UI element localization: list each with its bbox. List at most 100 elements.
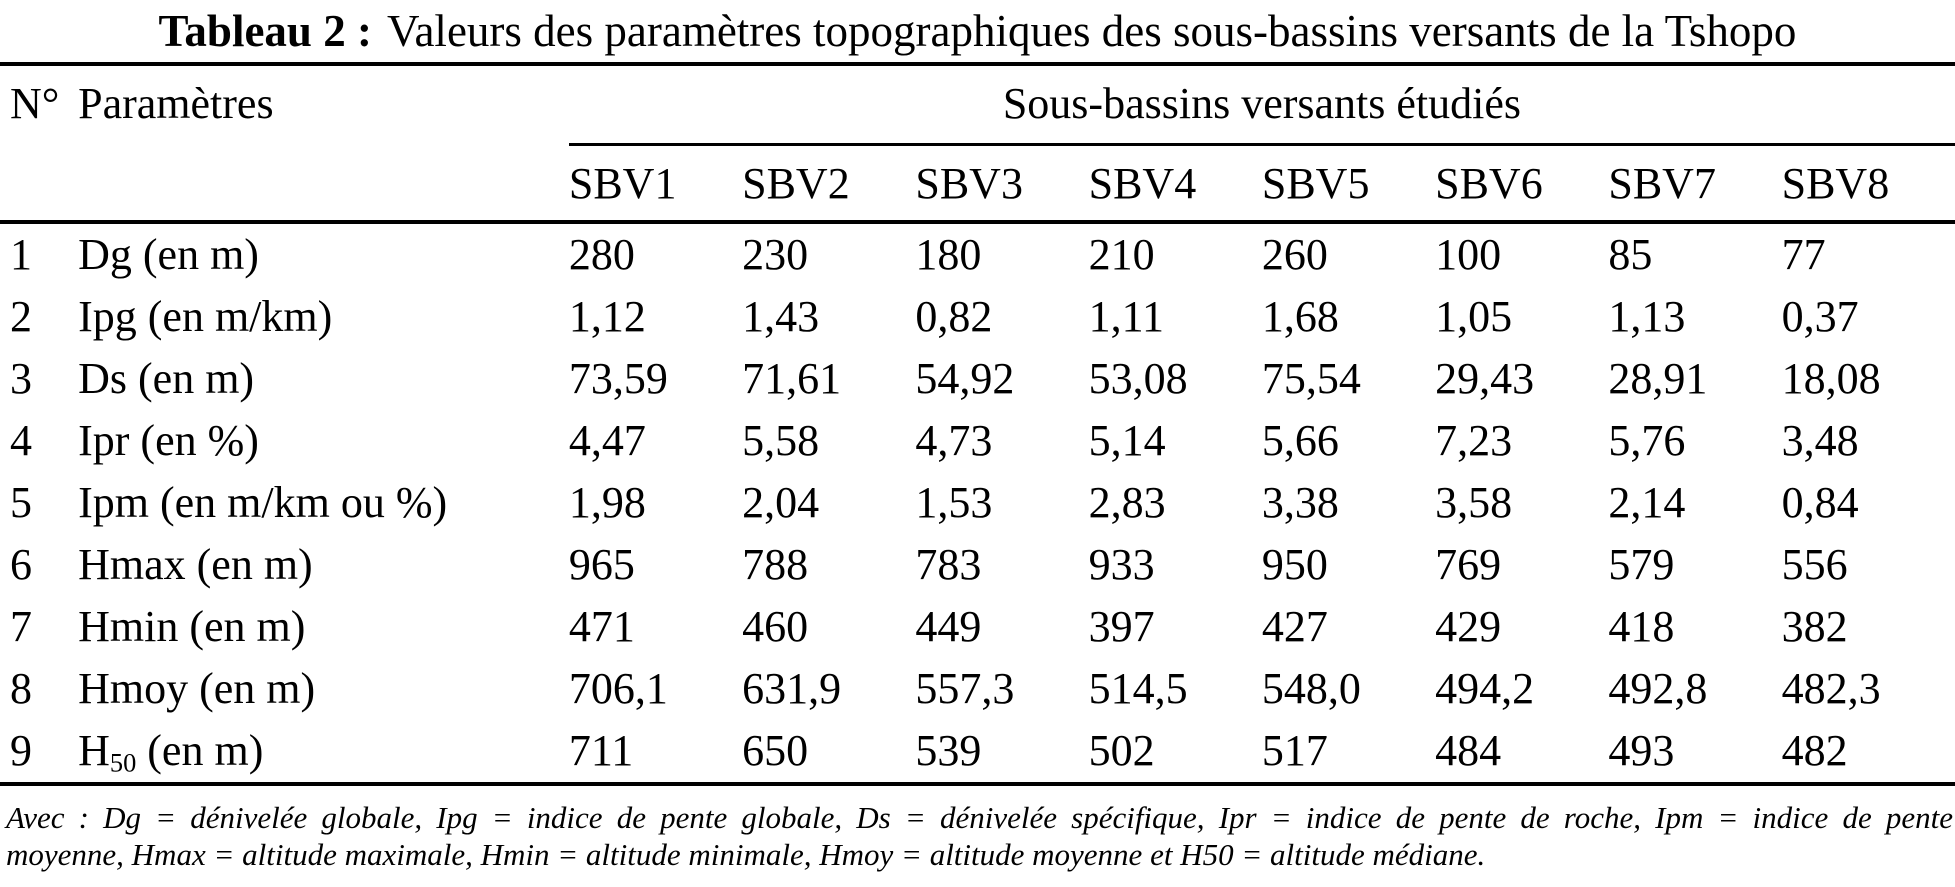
table-cell: 579 xyxy=(1608,540,1675,589)
table-cell: 1,05 xyxy=(1435,292,1513,341)
table-cell: 556 xyxy=(1781,540,1848,589)
col-header-sbv3: SBV3 xyxy=(915,144,1089,224)
table-cell: 514,5 xyxy=(1088,664,1188,713)
table-row-dg: 1 Dg (en m) 280 230 180 210 260 100 85 7… xyxy=(0,222,1955,286)
table-caption: Tableau 2 : Valeurs des paramètres topogr… xyxy=(0,0,1955,62)
table-cell: 517 xyxy=(1261,720,1436,786)
table-cell: 7,23 xyxy=(1435,416,1513,465)
table-cell: 557,3 xyxy=(915,664,1015,713)
table-cell: 788 xyxy=(742,540,809,589)
row-number-cell: 4 xyxy=(10,416,32,465)
param-label-cell: Dg (en m) xyxy=(78,230,259,279)
table-cell: 427 xyxy=(1261,602,1328,651)
table-cell: 1,12 xyxy=(568,292,646,341)
table-cell: 1,98 xyxy=(568,478,646,527)
table-cell: 54,92 xyxy=(915,354,1015,403)
table-cell: 53,08 xyxy=(1088,354,1188,403)
col-header-sbv5: SBV5 xyxy=(1261,144,1436,224)
col-header-sbv6: SBV6 xyxy=(1435,144,1609,224)
param-label-cell: Hmoy (en m) xyxy=(78,664,316,713)
table-cell: 471 xyxy=(568,602,635,651)
col-header-sbv1: SBV1 xyxy=(568,144,743,224)
table-row-hmax: 6 Hmax (en m) 965 788 783 933 950 769 57… xyxy=(0,534,1955,596)
table-cell: 460 xyxy=(742,602,809,651)
param-label-cell: Ipg (en m/km) xyxy=(78,292,333,341)
table-cell: 1,53 xyxy=(915,478,993,527)
table-cell: 418 xyxy=(1608,602,1675,651)
table-cell: 210 xyxy=(1088,230,1155,279)
param-label-cell: Hmin (en m) xyxy=(78,602,306,651)
row-number-cell: 5 xyxy=(10,478,32,527)
table-row-hmoy: 8 Hmoy (en m) 706,1 631,9 557,3 514,5 54… xyxy=(0,658,1955,720)
table-cell: 4,73 xyxy=(915,416,993,465)
header-row-group: N° Paramètres Sous-bassins versants étud… xyxy=(0,64,1955,224)
table-cell: 482,3 xyxy=(1781,664,1881,713)
table-cell: 1,11 xyxy=(1088,292,1164,341)
table-caption-number: Tableau 2 : xyxy=(158,6,372,56)
table-cell: 0,84 xyxy=(1781,478,1859,527)
table-cell: 5,14 xyxy=(1088,416,1166,465)
table-row-h50: 9 H50 (en m) 711 650 539 502 517 484 493… xyxy=(0,720,1955,786)
col-header-sbv4: SBV4 xyxy=(1088,144,1262,224)
table-cell: 965 xyxy=(568,540,635,589)
table-cell: 180 xyxy=(915,230,982,279)
table-cell: 429 xyxy=(1435,602,1502,651)
table-cell: 933 xyxy=(1088,540,1155,589)
table-cell: 2,04 xyxy=(742,478,820,527)
row-number-cell: 2 xyxy=(10,292,32,341)
row-number-cell: 1 xyxy=(10,230,32,279)
table-cell: 280 xyxy=(568,230,635,279)
table-cell: 28,91 xyxy=(1608,354,1708,403)
param-label-cell: Ds (en m) xyxy=(78,354,255,403)
table-cell: 77 xyxy=(1781,230,1826,279)
col-header-sbv2: SBV2 xyxy=(742,144,916,224)
group-header-sous-bassins: Sous-bassins versants étudiés xyxy=(568,64,1955,146)
topographic-parameters-table: N° Paramètres Sous-bassins versants étud… xyxy=(0,62,1955,786)
table-cell: 650 xyxy=(742,720,916,786)
param-label-cell: Ipr (en %) xyxy=(78,416,259,465)
table-cell: 706,1 xyxy=(568,664,668,713)
row-number-cell: 6 xyxy=(10,540,32,589)
table-cell: 449 xyxy=(915,602,982,651)
table-caption-text: Valeurs des paramètres topographiques de… xyxy=(386,6,1797,56)
table-cell: 2,14 xyxy=(1608,478,1686,527)
footnote-line-1: Avec : Dg = dénivelée globale, Ipg = ind… xyxy=(6,800,1953,835)
col-header-num: N° xyxy=(0,64,79,224)
param-label-prefix: H xyxy=(78,726,110,775)
table-cell: 5,66 xyxy=(1261,416,1339,465)
row-number-cell: 8 xyxy=(10,664,32,713)
table-cell: 482 xyxy=(1781,720,1955,786)
table-cell: 493 xyxy=(1608,720,1782,786)
param-label-cell: H50 (en m) xyxy=(78,720,569,786)
table-row-ipm: 5 Ipm (en m/km ou %) 1,98 2,04 1,53 2,83… xyxy=(0,472,1955,534)
footnote: Avec : Dg = dénivelée globale, Ipg = ind… xyxy=(0,799,1955,873)
col-header-sbv8: SBV8 xyxy=(1781,144,1955,224)
table-cell: 1,43 xyxy=(742,292,820,341)
table-cell: 85 xyxy=(1608,230,1653,279)
table-cell: 4,47 xyxy=(568,416,646,465)
table-cell: 769 xyxy=(1435,540,1502,589)
table-cell: 484 xyxy=(1435,720,1609,786)
table-cell: 260 xyxy=(1261,230,1328,279)
table-cell: 382 xyxy=(1781,602,1848,651)
table-cell: 397 xyxy=(1088,602,1155,651)
param-label-cell: Ipm (en m/km ou %) xyxy=(78,478,448,527)
table-cell: 0,37 xyxy=(1781,292,1859,341)
footnote-line-2: moyenne, Hmax = altitude maximale, Hmin … xyxy=(6,837,1486,872)
table-cell: 3,48 xyxy=(1781,416,1859,465)
table-cell: 75,54 xyxy=(1261,354,1361,403)
table-row-ds: 3 Ds (en m) 73,59 71,61 54,92 53,08 75,5… xyxy=(0,348,1955,410)
table-cell: 711 xyxy=(568,720,743,786)
table-cell: 230 xyxy=(742,230,809,279)
table-row-ipg: 2 Ipg (en m/km) 1,12 1,43 0,82 1,11 1,68… xyxy=(0,286,1955,348)
table-cell: 539 xyxy=(915,720,1089,786)
table-row-hmin: 7 Hmin (en m) 471 460 449 397 427 429 41… xyxy=(0,596,1955,658)
table-cell: 0,82 xyxy=(915,292,993,341)
table-cell: 29,43 xyxy=(1435,354,1535,403)
param-label-suffix: (en m) xyxy=(136,726,264,775)
col-header-sbv7: SBV7 xyxy=(1608,144,1782,224)
col-header-parametres: Paramètres xyxy=(78,64,569,224)
row-number-cell: 9 xyxy=(0,720,79,786)
table-cell: 3,58 xyxy=(1435,478,1513,527)
